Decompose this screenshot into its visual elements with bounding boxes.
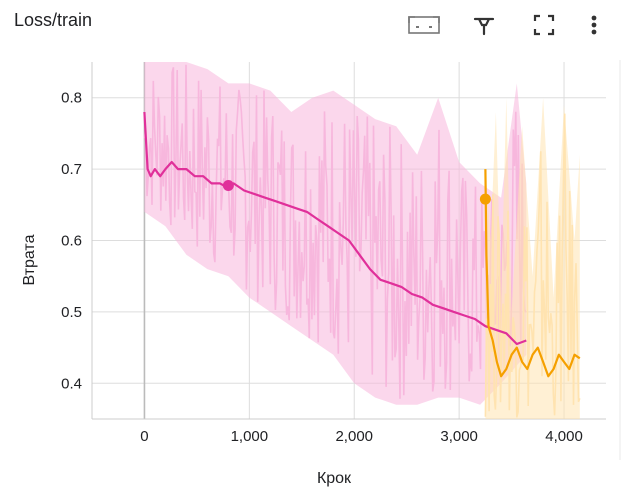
- marker-layer: [222, 180, 491, 205]
- pin-button[interactable]: [454, 8, 514, 42]
- pin-icon: [473, 17, 495, 36]
- x-axis-label: Крок: [317, 470, 352, 487]
- series-marker-0: [222, 180, 234, 192]
- more-vert-icon: [591, 15, 597, 35]
- x-tick-labels: 0 1,000 2,000 3,000 4,000: [140, 428, 583, 445]
- x-tick-label: 3,000: [440, 428, 478, 445]
- raw-line-0: [143, 64, 527, 399]
- y-tick-label: 0.4: [61, 375, 82, 392]
- fullscreen-icon: [533, 14, 555, 36]
- y-tick-label: 0.7: [61, 161, 82, 178]
- y-tick-label: 0.8: [61, 90, 82, 107]
- y-tick-label: 0.5: [61, 304, 82, 321]
- y-axis-label: Втрата: [21, 234, 38, 285]
- smoothed-line-0: [143, 111, 527, 346]
- chart-toolbar: [394, 8, 614, 42]
- smoothed-line-1: [484, 169, 581, 378]
- y-tick-labels: 0.4 0.5 0.6 0.7 0.8: [61, 90, 82, 393]
- y-tick-label: 0.6: [61, 233, 82, 250]
- chart-title: Loss/train: [14, 10, 93, 30]
- x-tick-label: 0: [140, 428, 148, 445]
- series-marker-1: [479, 193, 491, 205]
- more-button[interactable]: [574, 8, 614, 42]
- x-tick-label: 4,000: [545, 428, 583, 445]
- x-tick-label: 1,000: [231, 428, 269, 445]
- raw-series-layer: [143, 62, 581, 419]
- fit-domain-icon: [408, 16, 440, 34]
- fit-domain-button[interactable]: [394, 8, 454, 42]
- fullscreen-button[interactable]: [514, 8, 574, 42]
- x-tick-label: 2,000: [335, 428, 373, 445]
- smoothed-series-layer: [143, 111, 581, 378]
